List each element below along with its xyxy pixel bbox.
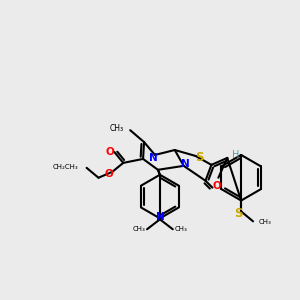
Text: O: O [213,181,222,191]
Text: N: N [148,153,157,163]
Text: N: N [181,159,190,169]
Text: N: N [155,212,164,222]
Text: S: S [234,207,242,220]
Text: CH₃: CH₃ [132,226,145,232]
Text: CH₃: CH₃ [259,219,272,225]
Text: H: H [232,150,240,160]
Text: CH₃: CH₃ [175,226,188,232]
Text: CH₃: CH₃ [110,124,124,133]
Text: CH₂CH₃: CH₂CH₃ [53,164,79,170]
Text: S: S [195,152,204,164]
Text: O: O [105,147,114,157]
Text: O: O [104,169,113,179]
